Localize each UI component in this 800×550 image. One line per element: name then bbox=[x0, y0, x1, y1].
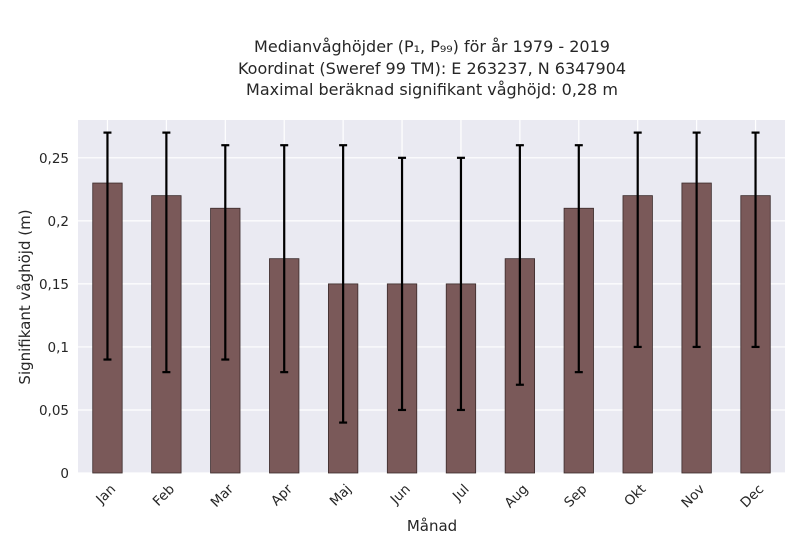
x-axis-label: Månad bbox=[407, 517, 457, 535]
error-bar-feb bbox=[162, 131, 171, 374]
error-bar-jan bbox=[103, 131, 112, 361]
error-bar-mar bbox=[221, 144, 230, 361]
x-tick-label: Maj bbox=[327, 481, 355, 509]
x-tick-labels: Jan Feb Mar Apr Maj Jun Jul Aug Sep Okt Nov Dec bbox=[92, 481, 767, 511]
error-bar-nov bbox=[692, 131, 701, 349]
x-tick-label: Sep bbox=[561, 481, 590, 510]
error-bar-sep bbox=[574, 144, 583, 374]
y-tick-label: 0,25 bbox=[39, 151, 69, 167]
x-tick-label: Jul bbox=[449, 481, 473, 505]
x-tick-label: Dec bbox=[737, 481, 767, 511]
error-bar-jul bbox=[456, 156, 465, 412]
x-tick-label: Jan bbox=[92, 481, 119, 508]
plot-area bbox=[78, 120, 785, 473]
x-tick-label: Jun bbox=[387, 481, 414, 508]
y-tick-label: 0,1 bbox=[48, 340, 69, 356]
x-tick-label: Okt bbox=[621, 481, 649, 509]
y-tick-labels: 0 0,05 0,1 0,15 0,2 0,25 bbox=[39, 151, 69, 482]
y-tick-label: 0,05 bbox=[39, 403, 69, 419]
title-line-1: Medianvåghöjder (P₁, P₉₉) för år 1979 - … bbox=[254, 37, 610, 56]
error-bar-okt bbox=[633, 131, 642, 349]
x-tick-label: Apr bbox=[268, 481, 296, 509]
y-tick-label: 0,15 bbox=[39, 277, 69, 293]
error-bar-maj bbox=[339, 144, 348, 424]
error-bar-jun bbox=[398, 156, 407, 412]
error-bar-dec bbox=[751, 131, 760, 349]
error-bar-aug bbox=[515, 144, 524, 386]
y-axis-label: Signifikant våghöjd (m) bbox=[16, 209, 34, 384]
x-tick-label: Feb bbox=[150, 481, 178, 509]
chart-title: Medianvåghöjder (P₁, P₉₉) för år 1979 - … bbox=[238, 37, 626, 99]
y-tick-label: 0 bbox=[60, 466, 69, 482]
x-tick-label: Mar bbox=[208, 481, 238, 511]
y-tick-label: 0,2 bbox=[48, 214, 69, 230]
error-bars bbox=[103, 131, 760, 424]
x-tick-label: Aug bbox=[502, 481, 532, 511]
error-bar-apr bbox=[280, 144, 289, 374]
x-tick-label: Nov bbox=[678, 481, 708, 511]
title-line-3: Maximal beräknad signifikant våghöjd: 0,… bbox=[246, 80, 618, 99]
title-line-2: Koordinat (Sweref 99 TM): E 263237, N 63… bbox=[238, 59, 626, 78]
